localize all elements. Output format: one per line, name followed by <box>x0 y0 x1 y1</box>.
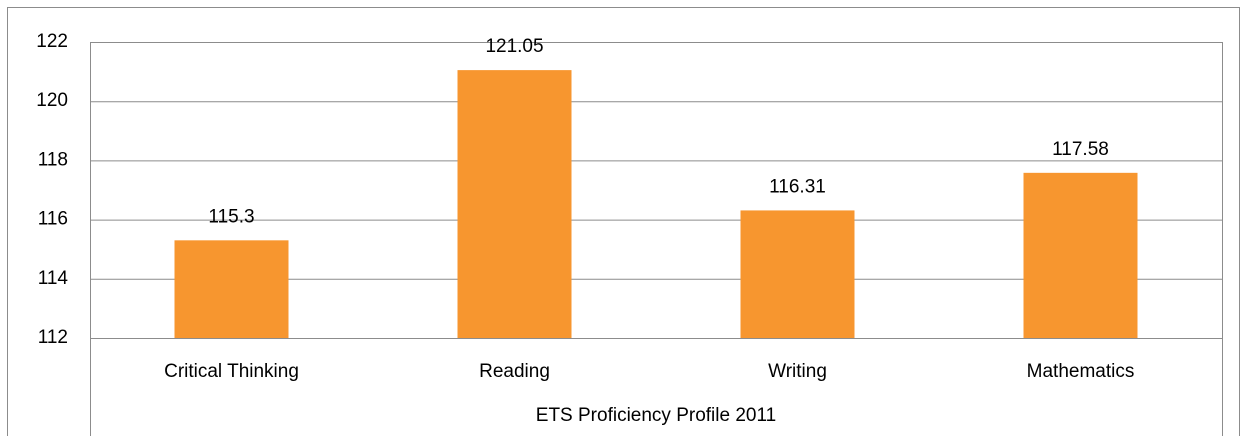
bar <box>1023 172 1138 338</box>
y-tick-label: 114 <box>38 268 69 289</box>
y-tick-label: 120 <box>36 90 68 111</box>
y-tick-label: 112 <box>38 327 68 348</box>
value-label: 117.58 <box>1052 139 1109 160</box>
bar <box>174 240 289 338</box>
bar <box>457 70 572 339</box>
y-tick-label: 122 <box>36 31 68 52</box>
x-tick-label: Writing <box>768 361 827 382</box>
value-label: 116.31 <box>769 176 826 197</box>
x-tick-label: Mathematics <box>1027 361 1135 382</box>
value-label: 115.3 <box>208 206 254 227</box>
y-tick-label: 118 <box>38 149 68 170</box>
chart-frame <box>7 7 1240 436</box>
y-tick-label: 116 <box>38 209 68 230</box>
x-tick-label: Critical Thinking <box>164 361 299 382</box>
x-tick-label: Reading <box>479 361 550 382</box>
bar <box>740 210 855 338</box>
x-axis-title: ETS Proficiency Profile 2011 <box>536 405 776 426</box>
value-label: 121.05 <box>485 36 543 57</box>
